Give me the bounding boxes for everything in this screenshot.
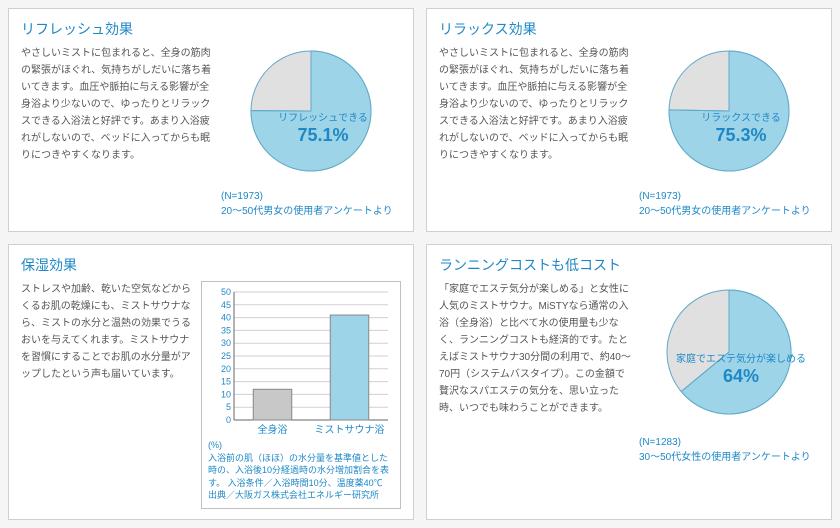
desc-text: 「家庭でエステ気分が楽しめる」と女性に人気のミストサウナ。MiSTYなら通常の入… xyxy=(439,281,631,465)
svg-text:リフレッシュできる: リフレッシュできる xyxy=(278,112,368,124)
svg-text:30: 30 xyxy=(221,338,231,348)
panel-title: リフレッシュ効果 xyxy=(21,19,401,39)
pie-chart-relax: リラックスできる75.3% xyxy=(654,45,804,185)
svg-text:25: 25 xyxy=(221,351,231,361)
panel-refresh: リフレッシュ効果 やさしいミストに包まれると、全身の筋肉の緊張がほぐれ、気持ちが… xyxy=(8,8,414,232)
caption-n: (N=1973) xyxy=(221,191,263,202)
desc-text: やさしいミストに包まれると、全身の筋肉の緊張がほぐれ、気持ちがしだいに落ち着いて… xyxy=(21,45,213,219)
pie-chart-refresh: リフレッシュできる75.1% xyxy=(236,45,386,185)
caption-n: (N=1283) xyxy=(639,437,681,448)
panel-title: リラックス効果 xyxy=(439,19,819,39)
caption-source: 30〜50代女性の使用者アンケートより xyxy=(639,452,811,463)
panel-body: 「家庭でエステ気分が楽しめる」と女性に人気のミストサウナ。MiSTYなら通常の入… xyxy=(439,281,819,465)
svg-text:45: 45 xyxy=(221,299,231,309)
svg-text:リラックスできる: リラックスできる xyxy=(701,112,781,124)
svg-text:全身浴: 全身浴 xyxy=(258,423,288,436)
panel-cost: ランニングコストも低コスト 「家庭でエステ気分が楽しめる」と女性に人気のミストサ… xyxy=(426,244,832,520)
svg-text:20: 20 xyxy=(221,363,231,373)
pie-wrap: リフレッシュできる75.1% (N=1973) 20〜50代男女の使用者アンケー… xyxy=(221,45,401,219)
svg-text:ミストサウナ浴: ミストサウナ浴 xyxy=(315,424,385,436)
svg-text:15: 15 xyxy=(221,376,231,386)
bar-chart-wrap: 0 5 10 15 20 25 30 35 40 45 50 全身浴 ミストサウナ浴 (%) 入浴前の肌… xyxy=(201,281,401,509)
svg-text:75.1%: 75.1% xyxy=(297,125,348,145)
desc-text: やさしいミストに包まれると、全身の筋肉の緊張がほぐれ、気持ちがしだいに落ち着いて… xyxy=(439,45,631,219)
caption-source: 20〜50代男女の使用者アンケートより xyxy=(639,206,811,217)
caption-n: (N=1973) xyxy=(639,191,681,202)
pie-wrap: 家庭でエステ気分が楽しめる64% (N=1283) 30〜50代女性の使用者アン… xyxy=(639,281,819,465)
panel-body: やさしいミストに包まれると、全身の筋肉の緊張がほぐれ、気持ちがしだいに落ち着いて… xyxy=(439,45,819,219)
svg-text:40: 40 xyxy=(221,312,231,322)
panel-title: ランニングコストも低コスト xyxy=(439,255,819,275)
panel-body: やさしいミストに包まれると、全身の筋肉の緊張がほぐれ、気持ちがしだいに落ち着いて… xyxy=(21,45,401,219)
panel-body: ストレスや加齢、乾いた空気などからくるお肌の乾燥にも、ミストサウナなら、ミストの… xyxy=(21,281,401,509)
panel-relax: リラックス効果 やさしいミストに包まれると、全身の筋肉の緊張がほぐれ、気持ちがし… xyxy=(426,8,832,232)
caption-source: 20〜50代男女の使用者アンケートより xyxy=(221,206,393,217)
svg-text:35: 35 xyxy=(221,325,231,335)
bar-chart: 0 5 10 15 20 25 30 35 40 45 50 全身浴 ミストサウナ浴 xyxy=(208,288,394,438)
pie-chart-cost: 家庭でエステ気分が楽しめる64% xyxy=(649,281,809,431)
svg-text:家庭でエステ気分が楽しめる: 家庭でエステ気分が楽しめる xyxy=(676,352,806,365)
panel-moisturize: 保湿効果 ストレスや加齢、乾いた空気などからくるお肌の乾燥にも、ミストサウナなら… xyxy=(8,244,414,520)
desc-text: ストレスや加齢、乾いた空気などからくるお肌の乾燥にも、ミストサウナなら、ミストの… xyxy=(21,281,193,509)
svg-text:10: 10 xyxy=(221,389,231,399)
svg-text:75.3%: 75.3% xyxy=(715,125,766,145)
pie-caption: (N=1973) 20〜50代男女の使用者アンケートより xyxy=(639,189,811,219)
pie-caption: (N=1283) 30〜50代女性の使用者アンケートより xyxy=(639,435,811,465)
panel-title: 保湿効果 xyxy=(21,255,401,275)
svg-text:50: 50 xyxy=(221,288,231,297)
bar-ylabel: (%) xyxy=(208,440,394,450)
svg-text:64%: 64% xyxy=(723,366,759,386)
svg-text:5: 5 xyxy=(226,402,231,412)
pie-wrap: リラックスできる75.3% (N=1973) 20〜50代男女の使用者アンケート… xyxy=(639,45,819,219)
bar-footer: 入浴前の肌（ほほ）の水分量を基準値とした時の、入浴後10分経過時の水分増加割合を… xyxy=(208,452,394,502)
pie-caption: (N=1973) 20〜50代男女の使用者アンケートより xyxy=(221,189,393,219)
svg-text:0: 0 xyxy=(226,415,231,425)
